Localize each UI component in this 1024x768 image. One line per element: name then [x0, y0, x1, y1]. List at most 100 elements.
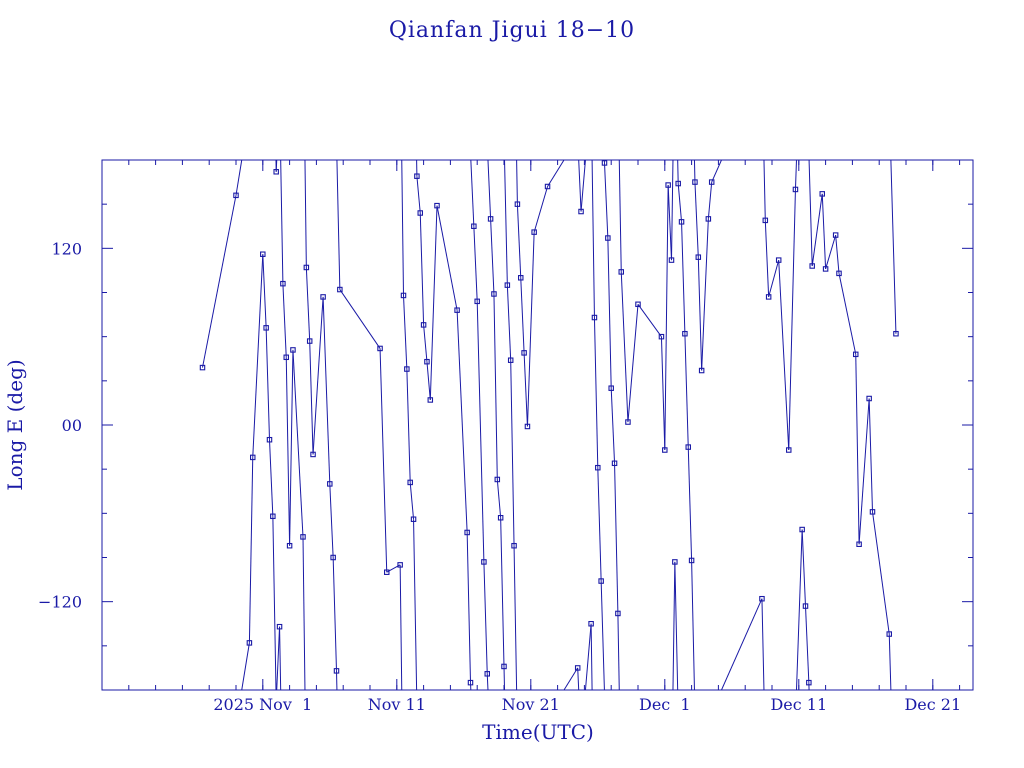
data-point	[598, 578, 604, 584]
data-point	[675, 180, 681, 187]
series-line-segment	[399, 564, 403, 690]
data-point	[199, 364, 206, 371]
series-line-segment	[620, 271, 629, 423]
y-tick-label: −120	[38, 593, 82, 612]
series-line-segment	[763, 160, 766, 221]
data-point	[792, 186, 799, 193]
minor-ticks	[102, 160, 973, 690]
data-point	[692, 179, 698, 185]
data-point	[327, 481, 333, 487]
series-line-segment	[610, 388, 616, 464]
series-line-segment	[838, 273, 857, 355]
data-point	[765, 294, 772, 300]
data-point	[471, 223, 477, 230]
data-point	[417, 210, 423, 216]
data-point	[668, 257, 675, 263]
series-layer	[199, 160, 899, 690]
series-line-segment	[677, 160, 679, 184]
plot-frame	[101, 159, 974, 691]
x-tick-label: 2025 Nov 1	[213, 695, 312, 714]
data-point	[400, 292, 407, 299]
data-point	[377, 345, 383, 352]
data-point	[494, 476, 501, 483]
x-tick-label: Dec 21	[904, 695, 961, 714]
data-point	[574, 665, 581, 671]
x-tick-label: Nov 11	[368, 695, 426, 714]
series-line-segment	[516, 160, 518, 205]
data-point	[397, 562, 403, 568]
data-point	[799, 526, 805, 533]
y-tick-label: 00	[62, 416, 82, 435]
series-line-segment	[506, 285, 512, 361]
series-line-segment	[580, 160, 586, 212]
series-line-segment	[285, 357, 291, 546]
series-line-segment	[835, 235, 840, 274]
series-line-segment	[466, 532, 471, 683]
series-line-segment	[423, 324, 428, 362]
data-point	[608, 385, 614, 391]
series-line-segment	[667, 185, 672, 261]
series-line-segment	[868, 398, 873, 512]
series-line-segment	[677, 183, 683, 222]
series-line-segment	[490, 218, 495, 294]
series-line-segment	[684, 333, 689, 448]
series-line-segment	[768, 259, 780, 298]
data-point	[662, 447, 668, 453]
series-line-segment	[292, 349, 304, 537]
series-line-segment	[473, 226, 478, 302]
series-line-segment	[794, 160, 797, 190]
data-point	[524, 423, 531, 430]
series-line-segment	[591, 160, 595, 318]
x-axis-label: Time(UTC)	[482, 720, 594, 744]
data-point	[688, 557, 695, 564]
series-line-segment	[401, 160, 404, 296]
data-point	[491, 291, 497, 297]
series-line-segment	[419, 212, 425, 325]
series-line-segment	[890, 160, 897, 334]
data-point	[333, 668, 340, 674]
series-line-segment	[309, 341, 314, 455]
series-line-segment	[329, 483, 334, 558]
data-point	[517, 275, 524, 281]
series-line-segment	[825, 234, 837, 270]
series-line-segment	[262, 254, 267, 328]
series-line-segment	[761, 598, 765, 690]
series-line-segment	[487, 160, 492, 219]
data-point	[420, 322, 427, 328]
series-line-segment	[607, 238, 612, 389]
data-point	[263, 325, 269, 331]
series-line-segment	[778, 260, 790, 451]
data-point	[306, 338, 313, 344]
series-line-segment	[590, 623, 593, 690]
series-line-segment	[795, 529, 803, 690]
data-point	[672, 559, 678, 565]
series-line-segment	[493, 293, 498, 480]
series-line-segment	[241, 642, 250, 690]
data-point	[410, 516, 417, 522]
data-point	[454, 307, 460, 313]
series-line-segment	[304, 160, 307, 268]
data-point	[695, 254, 702, 260]
data-point	[762, 217, 769, 224]
series-line-segment	[252, 254, 264, 458]
series-line-segment	[265, 327, 270, 440]
series-line-segment	[302, 536, 306, 690]
series-line-segment	[600, 581, 605, 690]
series-line-segment	[627, 304, 639, 423]
data-point	[658, 333, 665, 340]
data-point	[521, 350, 527, 356]
data-point	[303, 264, 310, 271]
series-line-segment	[660, 336, 666, 451]
series-line-segment	[801, 529, 806, 607]
data-point	[635, 301, 641, 308]
series-line-segment	[681, 221, 686, 334]
data-point	[578, 208, 584, 215]
data-point	[273, 169, 279, 175]
data-point	[427, 397, 434, 403]
data-point	[467, 679, 474, 686]
data-point	[276, 623, 283, 630]
data-point	[678, 219, 685, 225]
series-line-segment	[272, 516, 277, 690]
series-line-segment	[235, 160, 243, 196]
